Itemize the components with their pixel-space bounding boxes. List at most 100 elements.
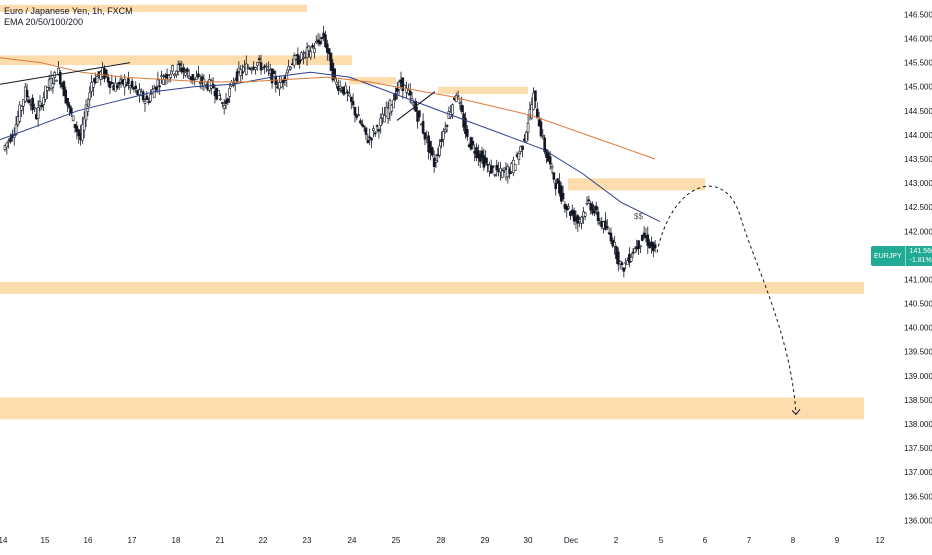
candle-body — [228, 88, 232, 97]
candle-body — [261, 67, 265, 70]
y-tick-label: 136.000 — [904, 516, 932, 525]
x-tick-label: 5 — [659, 536, 664, 545]
candle-body — [62, 81, 66, 97]
candle-body — [513, 163, 517, 171]
candle-body — [66, 97, 69, 106]
candle-body — [368, 136, 371, 139]
candle-body — [620, 262, 624, 266]
candle-body — [296, 54, 300, 65]
candle-body — [42, 97, 45, 105]
candle-body — [171, 65, 174, 72]
candle-body — [244, 63, 248, 75]
candle-body — [130, 80, 134, 88]
x-tick-label: Dec — [564, 536, 578, 545]
candle-body — [272, 71, 276, 74]
candle-body — [178, 63, 182, 66]
candle-body — [182, 67, 185, 72]
x-tick-label: 22 — [259, 536, 268, 545]
candle-body — [445, 125, 449, 127]
candle-body — [493, 174, 497, 176]
candle-body — [33, 107, 36, 109]
candle-body — [458, 102, 462, 104]
y-tick-label: 138.500 — [904, 396, 932, 405]
candle-body — [289, 66, 292, 70]
y-tick-label: 138.000 — [904, 420, 932, 429]
candle-body — [576, 215, 580, 224]
candle-body — [443, 129, 447, 132]
candle-body — [480, 150, 484, 158]
candle-body — [344, 85, 348, 93]
candle-body — [517, 153, 521, 160]
candle-body — [81, 124, 84, 141]
x-tick-label: 9 — [835, 536, 840, 545]
candle-body — [292, 55, 296, 66]
candle-body — [653, 244, 657, 249]
candle-body — [125, 84, 128, 86]
candle-body — [174, 70, 178, 75]
x-tick-label: 8 — [791, 536, 796, 545]
candle-body — [318, 41, 322, 45]
candle-body — [40, 105, 44, 108]
candle-body — [593, 210, 596, 214]
last-price-badge: EURJPY 141.566 -1.81% — [871, 246, 932, 266]
candle-body — [127, 78, 130, 84]
candle-body — [300, 52, 303, 60]
ema-short-line — [0, 71, 661, 223]
x-tick-label: 6 — [703, 536, 708, 545]
candle-body — [489, 165, 493, 174]
candle-body — [309, 51, 313, 58]
candle-body — [421, 121, 425, 134]
candle-body — [418, 110, 421, 118]
candle-body — [386, 107, 390, 119]
candle-body — [320, 37, 324, 39]
candle-body — [548, 156, 552, 165]
candle-body — [390, 105, 394, 112]
candle-body — [195, 76, 198, 80]
candle-body — [313, 48, 316, 53]
y-tick-label: 145.500 — [904, 59, 932, 68]
candle-body — [423, 132, 427, 140]
candle-body — [9, 137, 12, 142]
candle-body — [596, 211, 600, 222]
candle-body — [521, 145, 524, 150]
candle-body — [119, 77, 123, 80]
candle-body — [222, 104, 226, 109]
candle-body — [75, 125, 79, 132]
candle-body — [362, 125, 366, 128]
candle-body — [438, 145, 441, 156]
candle-body — [141, 91, 145, 101]
candle-body — [335, 81, 338, 85]
x-tick-label: 29 — [481, 536, 490, 545]
candle-body — [401, 77, 405, 92]
candle-body — [609, 232, 613, 242]
y-tick-label: 139.500 — [904, 348, 932, 357]
candle-body — [355, 114, 359, 118]
zone-6 — [0, 397, 864, 420]
y-tick-label: 136.500 — [904, 492, 932, 501]
candle-body — [534, 90, 537, 102]
candle-body — [221, 102, 224, 104]
candle-body — [95, 76, 99, 83]
x-tick-label: 2 — [614, 536, 619, 545]
candle-body — [613, 241, 616, 247]
zone-3 — [438, 86, 528, 94]
candle-body — [526, 122, 530, 133]
candle-body — [327, 48, 331, 55]
candle-body — [591, 204, 594, 214]
candle-body — [158, 85, 162, 88]
candle-body — [633, 248, 637, 254]
candle-body — [408, 90, 412, 96]
y-tick-label: 145.000 — [904, 83, 932, 92]
y-tick-label: 143.000 — [904, 179, 932, 188]
candle-body — [51, 83, 55, 88]
candle-body — [539, 121, 543, 137]
candle-body — [349, 96, 353, 102]
candle-body — [70, 107, 73, 115]
candle-body — [583, 212, 587, 217]
candle-body — [92, 81, 95, 88]
candle-body — [397, 81, 401, 90]
candle-body — [84, 104, 88, 121]
candle-body — [499, 167, 502, 173]
